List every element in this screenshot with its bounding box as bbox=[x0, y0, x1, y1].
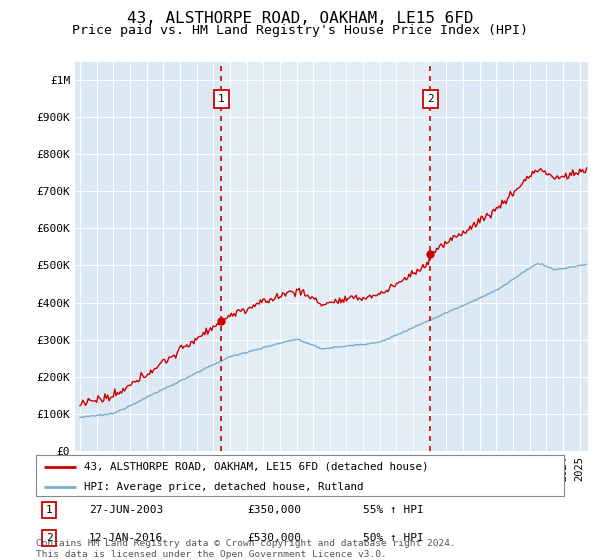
Text: 2: 2 bbox=[427, 94, 434, 104]
Text: £530,000: £530,000 bbox=[247, 533, 301, 543]
Text: Price paid vs. HM Land Registry's House Price Index (HPI): Price paid vs. HM Land Registry's House … bbox=[72, 24, 528, 36]
Bar bbox=[221, 62, 430, 451]
Text: 12-JAN-2016: 12-JAN-2016 bbox=[89, 533, 163, 543]
Text: 2: 2 bbox=[46, 533, 53, 543]
Text: 43, ALSTHORPE ROAD, OAKHAM, LE15 6FD (detached house): 43, ALSTHORPE ROAD, OAKHAM, LE15 6FD (de… bbox=[83, 461, 428, 472]
Text: 27-JUN-2003: 27-JUN-2003 bbox=[89, 505, 163, 515]
Text: 43, ALSTHORPE ROAD, OAKHAM, LE15 6FD: 43, ALSTHORPE ROAD, OAKHAM, LE15 6FD bbox=[127, 11, 473, 26]
Text: HPI: Average price, detached house, Rutland: HPI: Average price, detached house, Rutl… bbox=[83, 482, 363, 492]
Text: 50% ↑ HPI: 50% ↑ HPI bbox=[364, 533, 424, 543]
Text: 55% ↑ HPI: 55% ↑ HPI bbox=[364, 505, 424, 515]
Text: £350,000: £350,000 bbox=[247, 505, 301, 515]
Text: Contains HM Land Registry data © Crown copyright and database right 2024.
This d: Contains HM Land Registry data © Crown c… bbox=[36, 539, 456, 559]
Text: 1: 1 bbox=[46, 505, 53, 515]
Text: 1: 1 bbox=[218, 94, 224, 104]
